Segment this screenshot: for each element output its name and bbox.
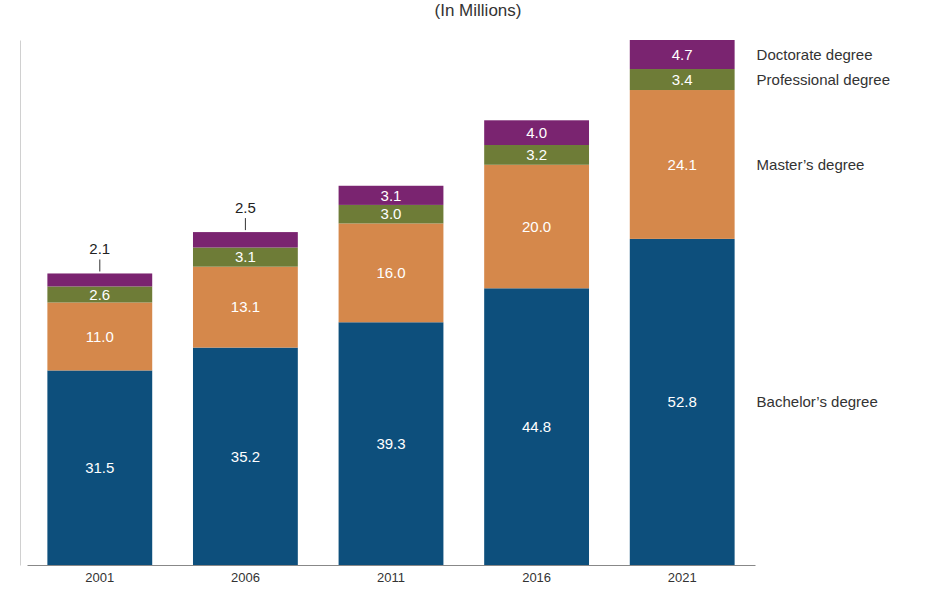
x-tick-label: 2016 <box>522 570 551 585</box>
series-bars <box>47 69 734 302</box>
x-tick-label: 2001 <box>85 570 114 585</box>
legend-label: Professional degree <box>757 71 890 88</box>
bar-segment <box>630 69 735 90</box>
data-label: 2.1 <box>89 240 110 257</box>
data-label: 31.5 <box>85 459 114 476</box>
bar-segment <box>47 303 152 371</box>
y-axis <box>20 41 21 566</box>
x-tick: 2006 <box>231 565 260 585</box>
bars <box>47 40 734 565</box>
data-label: 4.0 <box>526 124 547 141</box>
bar-segment <box>47 286 152 302</box>
bar-segment <box>484 145 589 165</box>
data-label: 16.0 <box>376 264 405 281</box>
data-label: 35.2 <box>231 448 260 465</box>
bar-segment <box>484 165 589 289</box>
data-label: 2.6 <box>89 286 110 303</box>
x-tick-label: 2011 <box>377 570 405 585</box>
chart: (In Millions) 2001 2006 2011 2016 2021 31.5 35.… <box>0 0 927 596</box>
x-tick: 2011 <box>377 565 405 585</box>
data-label: 24.1 <box>668 156 697 173</box>
data-label: 3.4 <box>672 71 693 88</box>
data-labels: 31.5 35.2 39.3 44.8 52.8 11.0 13.1 16.0 20.0 24.1… <box>85 46 697 476</box>
legend-label: Bachelor’s degree <box>757 393 878 410</box>
bar-segment <box>193 348 298 565</box>
x-axis: 2001 2006 2011 2016 2021 <box>28 565 756 585</box>
bar-segment <box>630 90 735 239</box>
data-label: 3.1 <box>381 187 402 204</box>
data-label: 3.0 <box>381 205 402 222</box>
bar-segment <box>193 248 298 267</box>
bar-segment <box>47 273 152 286</box>
label-leader <box>245 218 246 230</box>
label-leader <box>99 259 100 271</box>
data-label: 11.0 <box>86 328 114 345</box>
bar-segment <box>339 186 444 205</box>
data-label: 3.2 <box>526 146 547 163</box>
x-axis-line <box>28 565 756 566</box>
bar-segment <box>339 205 444 224</box>
data-label: 39.3 <box>376 435 405 452</box>
x-tick: 2016 <box>522 565 551 585</box>
bar-segment <box>339 322 444 565</box>
data-label: 20.0 <box>522 218 551 235</box>
bar-segment <box>193 267 298 348</box>
series-bars <box>47 40 734 286</box>
x-tick: 2001 <box>85 565 114 585</box>
data-label: 4.7 <box>672 46 693 63</box>
bar-segment <box>630 239 735 565</box>
bar-segment <box>47 370 152 565</box>
y-axis-line <box>20 41 21 566</box>
x-tick-label: 2006 <box>231 570 260 585</box>
bar-segment <box>484 120 589 145</box>
legend-label: Doctorate degree <box>757 46 873 63</box>
x-tick-label: 2021 <box>668 570 697 585</box>
bar-segment <box>484 288 589 565</box>
bar-segment <box>630 40 735 69</box>
data-label: 13.1 <box>231 298 260 315</box>
data-label: 52.8 <box>668 393 697 410</box>
x-tick: 2021 <box>668 565 697 585</box>
chart-title: (In Millions) <box>435 1 522 20</box>
bar-segment <box>339 223 444 322</box>
bar-segment <box>193 232 298 247</box>
data-label: 3.1 <box>235 248 256 265</box>
series-bars <box>47 90 734 370</box>
data-label: 2.5 <box>235 199 256 216</box>
data-label: 44.8 <box>522 418 551 435</box>
legend-label: Master’s degree <box>757 156 865 173</box>
legend: Bachelor’s degree Master’s degree Professi… <box>757 46 890 410</box>
